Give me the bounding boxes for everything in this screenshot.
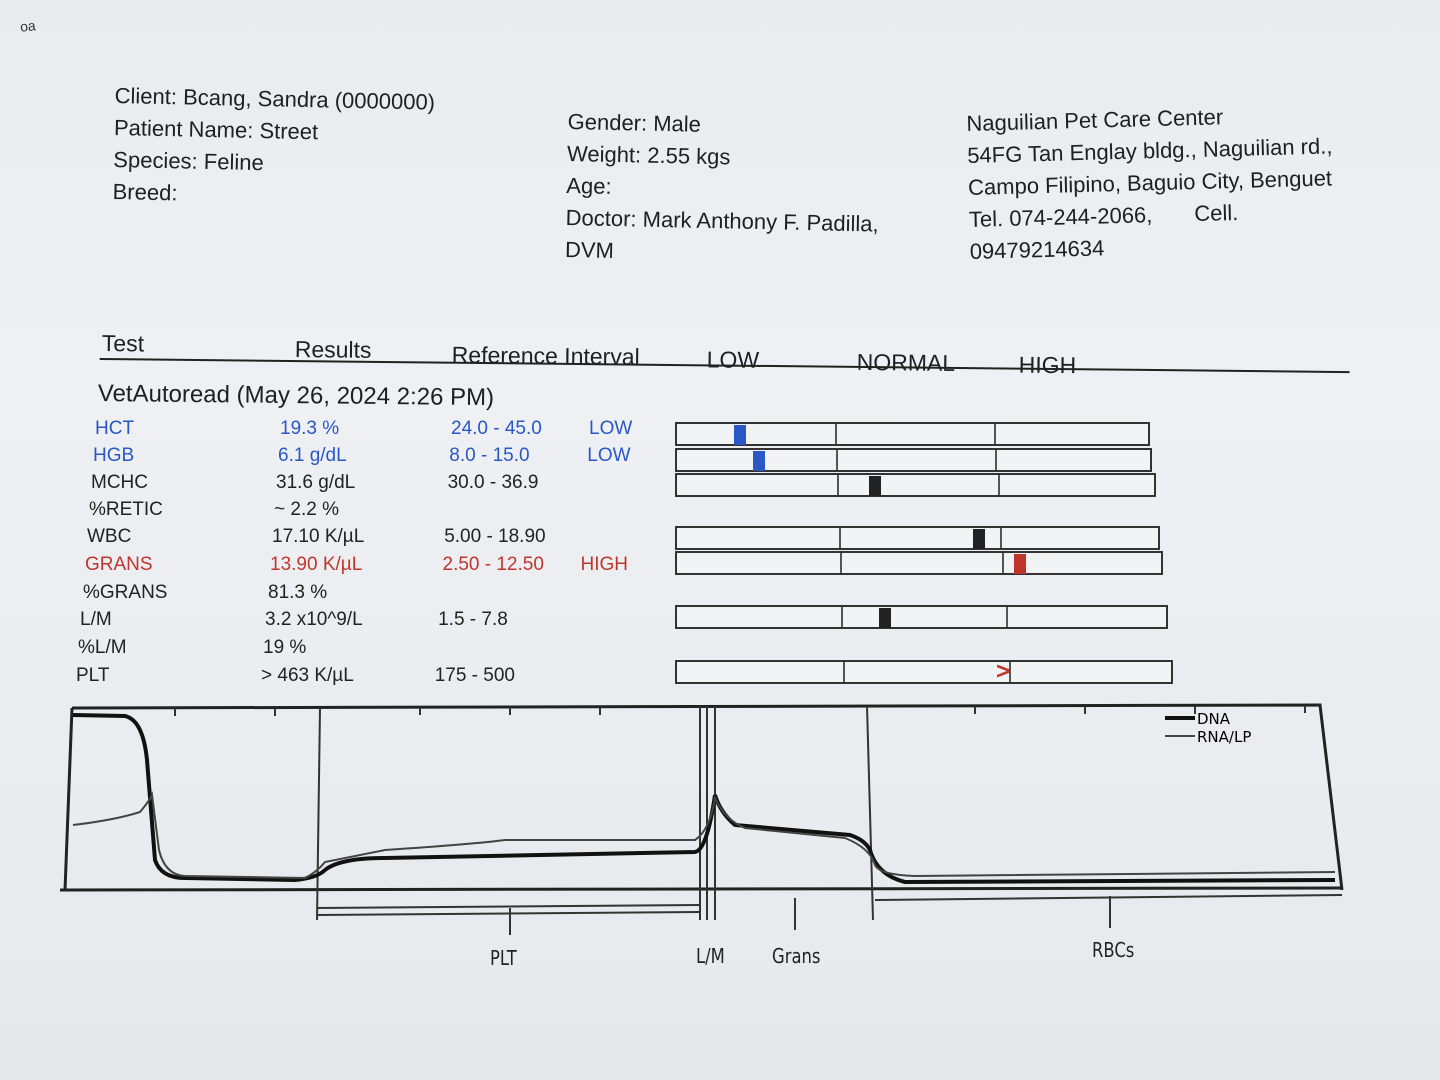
histogram: DNA RNA/LP bbox=[59, 703, 1344, 935]
legend-rna-label: RNA/LP bbox=[1197, 728, 1251, 746]
test-name: %L/M bbox=[78, 637, 127, 658]
header-high: HIGH bbox=[1018, 351, 1077, 379]
range-gauge bbox=[675, 605, 1168, 629]
result-flag: LOW bbox=[589, 418, 633, 439]
clinic-info: Naguilian Pet Care Center 54FG Tan Engla… bbox=[966, 98, 1350, 268]
clinic-tel: Tel. 074-244-2066, bbox=[968, 202, 1153, 232]
range-gauge bbox=[675, 422, 1150, 446]
result-value: > 463 K/µL bbox=[261, 665, 354, 686]
result-value: 31.6 g/dL bbox=[276, 472, 356, 493]
gauge-divider bbox=[840, 553, 842, 573]
reference-interval: 24.0 - 45.0 bbox=[451, 418, 542, 439]
histogram-label-lm: L/M bbox=[696, 944, 725, 968]
histogram-dna-curve bbox=[72, 713, 1336, 885]
range-gauge bbox=[675, 526, 1160, 550]
gauge-divider bbox=[839, 528, 841, 548]
gauge-divider bbox=[835, 424, 837, 444]
result-value: 19.3 % bbox=[280, 418, 340, 439]
range-gauge bbox=[675, 448, 1152, 472]
test-name: HCT bbox=[95, 418, 135, 439]
histogram-label-plt: PLT bbox=[490, 946, 517, 970]
doctor: Doctor: Mark Anthony F. Padilla, DVM bbox=[564, 204, 879, 263]
section-title: VetAutoread (May 26, 2024 2:26 PM) bbox=[97, 380, 495, 412]
range-gauge bbox=[675, 473, 1156, 497]
range-gauge bbox=[675, 551, 1163, 575]
client-info: Client: Bcang, Sandra (0000000) Patient … bbox=[112, 80, 435, 215]
histogram-ticks bbox=[174, 705, 1306, 716]
corner-mark: oa bbox=[19, 17, 37, 35]
gauge-overflow-arrow: > bbox=[996, 658, 1011, 685]
clinic-address: 54FG Tan Englay bldg., Naguilian rd., Ca… bbox=[966, 133, 1333, 200]
test-name: %GRANS bbox=[83, 582, 168, 603]
test-name: MCHC bbox=[91, 472, 148, 493]
result-value: 19 % bbox=[263, 637, 307, 658]
gauge-marker bbox=[1014, 554, 1026, 574]
gauge-divider bbox=[841, 607, 843, 627]
gauge-divider bbox=[837, 475, 839, 495]
gauge-divider bbox=[998, 475, 1000, 495]
reference-interval: 175 - 500 bbox=[434, 665, 515, 686]
reference-interval: 2.50 - 12.50 bbox=[442, 554, 544, 575]
gauge-divider bbox=[1006, 607, 1008, 627]
gauge-divider bbox=[1002, 553, 1004, 573]
gauge-marker bbox=[879, 608, 891, 628]
result-value: 3.2 x10^9/L bbox=[265, 609, 363, 630]
header-reference: Reference Interval bbox=[451, 341, 640, 370]
result-value: ~ 2.2 % bbox=[274, 499, 339, 520]
reference-interval: 5.00 - 18.90 bbox=[444, 526, 546, 547]
header-low: LOW bbox=[706, 346, 760, 373]
reference-interval: 8.0 - 15.0 bbox=[449, 445, 530, 466]
test-name: HGB bbox=[93, 445, 135, 466]
range-gauge: > bbox=[675, 660, 1173, 684]
test-name: PLT bbox=[76, 665, 110, 686]
table-header: Test Results Reference Interval LOW NORM… bbox=[99, 330, 1350, 387]
test-name: L/M bbox=[80, 609, 112, 630]
legend-dna-label: DNA bbox=[1197, 710, 1231, 728]
result-value: 17.10 K/µL bbox=[272, 526, 365, 547]
result-value: 13.90 K/µL bbox=[270, 554, 363, 575]
histogram-dividers bbox=[316, 705, 874, 921]
reference-interval: 30.0 - 36.9 bbox=[447, 472, 539, 493]
header-normal: NORMAL bbox=[856, 348, 956, 376]
gauge-marker bbox=[869, 476, 881, 496]
result-flag: HIGH bbox=[580, 554, 629, 575]
gauge-marker bbox=[973, 529, 985, 549]
histogram-legend: DNA RNA/LP bbox=[1165, 710, 1251, 746]
histogram-label-rbcs: RBCs bbox=[1092, 938, 1135, 962]
patient-info: Gender: Male Weight: 2.55 kgs Age: Docto… bbox=[565, 106, 928, 274]
result-flag: LOW bbox=[587, 445, 631, 466]
gauge-marker bbox=[734, 425, 746, 445]
gauge-divider bbox=[1009, 662, 1011, 682]
clinic-phone: Tel. 074-244-2066, Cell. 09479214634 bbox=[969, 194, 1351, 268]
gauge-marker bbox=[753, 451, 765, 471]
test-name: %RETIC bbox=[89, 499, 163, 520]
histogram-rna-curve bbox=[72, 791, 1336, 880]
reference-interval: 1.5 - 7.8 bbox=[438, 609, 508, 630]
histogram-label-grans: Grans bbox=[772, 944, 821, 968]
result-value: 6.1 g/dL bbox=[278, 445, 347, 466]
test-name: WBC bbox=[87, 526, 132, 547]
gauge-divider bbox=[836, 450, 838, 470]
histogram-ranges bbox=[316, 894, 1343, 935]
breed: Breed: bbox=[112, 178, 178, 206]
test-name: GRANS bbox=[85, 554, 153, 575]
gauge-divider bbox=[994, 424, 996, 444]
header-test: Test bbox=[101, 330, 145, 357]
gauge-divider bbox=[995, 450, 997, 470]
result-value: 81.3 % bbox=[268, 582, 328, 603]
gauge-divider bbox=[1000, 528, 1002, 548]
gauge-divider bbox=[843, 662, 845, 682]
